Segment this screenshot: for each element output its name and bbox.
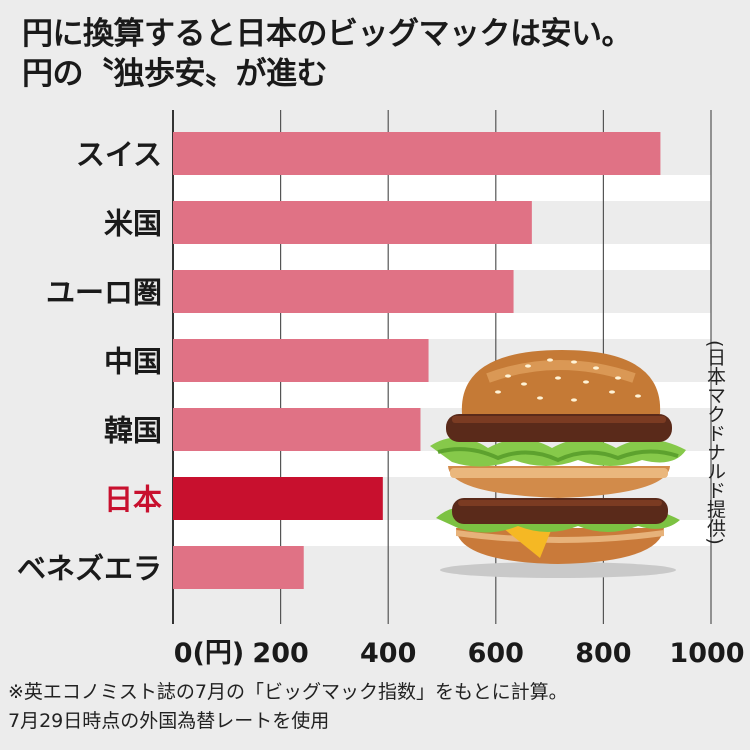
category-label: 韓国 [104, 414, 162, 448]
category-label: ベネズエラ [17, 552, 162, 586]
footnote-line-1: ※英エコノミスト誌の7月の「ビッグマック指数」をもとに計算。 [8, 681, 568, 703]
category-label: スイス [76, 138, 162, 172]
bar [173, 408, 421, 451]
title-line-2: 円の〝独歩安〟が進む [22, 56, 328, 92]
bar [173, 270, 514, 313]
row-band [173, 313, 711, 339]
footnote-line-2: 7月29日時点の外国為替レートを使用 [8, 710, 330, 732]
bar [173, 546, 304, 589]
category-label: 中国 [104, 345, 162, 379]
x-tick-label: 0(円) [174, 638, 244, 669]
x-tick-label: 200 [252, 638, 308, 669]
bar [173, 477, 383, 520]
category-label: 米国 [104, 207, 162, 241]
row-band [173, 244, 711, 270]
bar [173, 132, 661, 175]
x-tick-label: 800 [575, 638, 631, 669]
x-tick-label: 600 [468, 638, 524, 669]
source-credit: (日本マクドナルド提供) [704, 340, 726, 545]
row-band [173, 175, 711, 201]
title-line-1: 円に換算すると日本のビッグマックは安い。 [22, 16, 633, 52]
big-mac-photo [430, 350, 686, 578]
bar [173, 339, 429, 382]
x-tick-label: 400 [360, 638, 416, 669]
bar [173, 201, 532, 244]
category-label: 日本 [104, 483, 162, 517]
category-label: ユーロ圏 [46, 276, 162, 310]
footnote: ※英エコノミスト誌の7月の「ビッグマック指数」をもとに計算。 7月29日時点の外… [8, 678, 750, 736]
x-tick-label: 1000 [669, 638, 744, 669]
chart-title: 円に換算すると日本のビッグマックは安い。 円の〝独歩安〟が進む [22, 14, 742, 94]
